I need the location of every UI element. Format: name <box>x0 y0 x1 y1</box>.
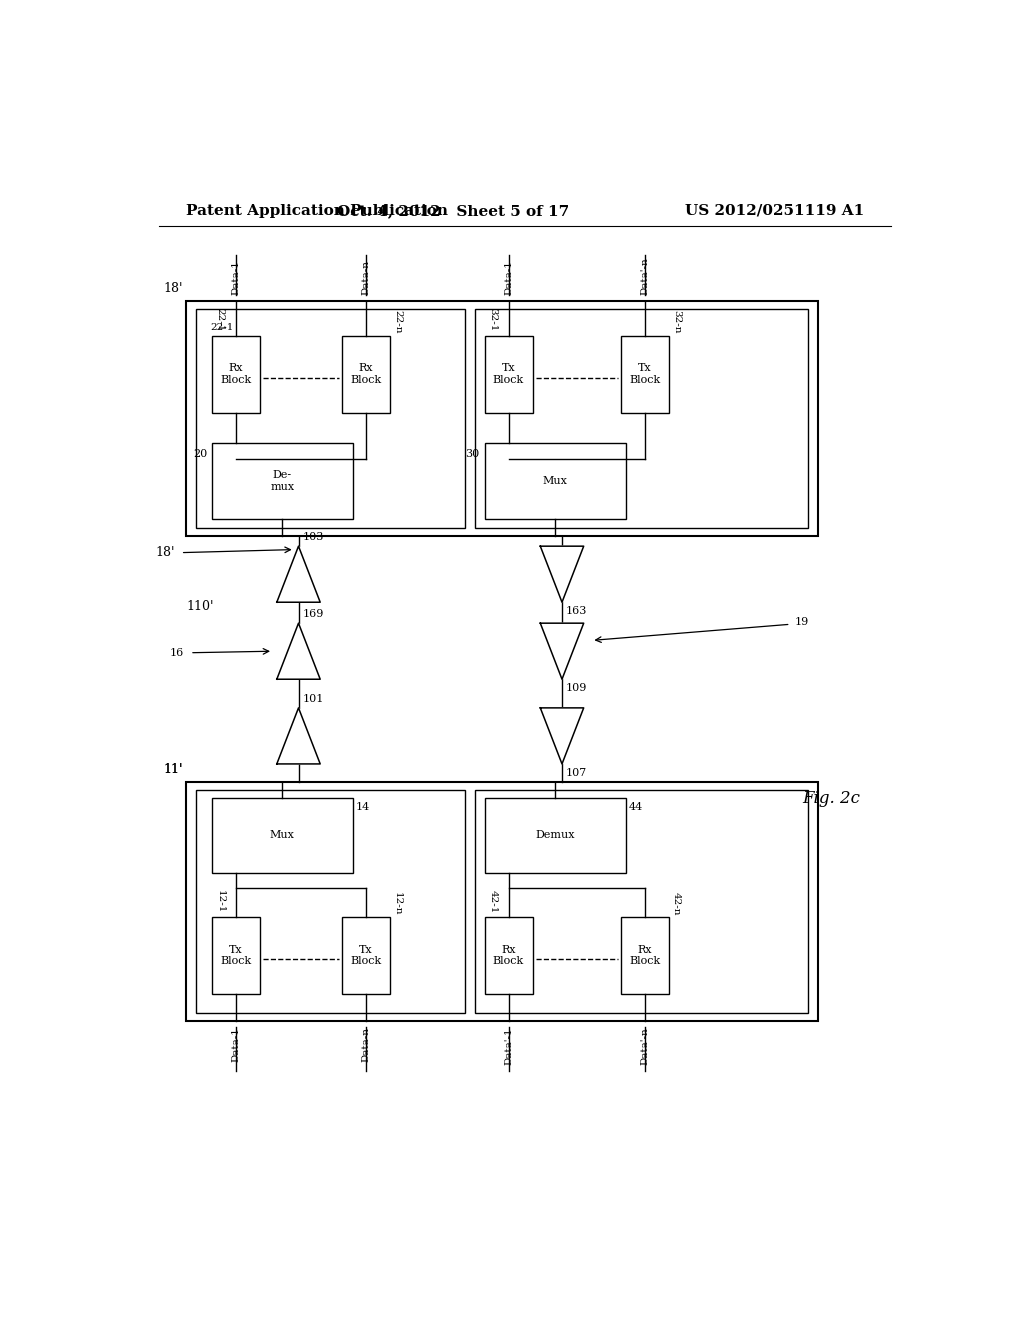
Text: 169: 169 <box>302 610 324 619</box>
Bar <box>475 309 809 528</box>
Bar <box>212 797 352 873</box>
Text: Data-1: Data-1 <box>231 1027 241 1061</box>
Bar <box>484 797 626 873</box>
Bar <box>621 917 669 994</box>
Text: 101: 101 <box>302 694 324 704</box>
Text: Tx
Block: Tx Block <box>630 363 660 385</box>
Text: Demux: Demux <box>536 830 574 841</box>
Text: 44: 44 <box>629 803 643 812</box>
Text: 11': 11' <box>164 763 183 776</box>
Text: 18': 18' <box>155 546 174 560</box>
Bar <box>342 917 390 994</box>
Bar <box>342 335 390 412</box>
Text: 14: 14 <box>356 803 370 812</box>
Text: 22-n: 22-n <box>393 310 402 334</box>
Text: Data'-n: Data'-n <box>640 257 649 294</box>
Bar <box>484 917 532 994</box>
Text: Rx
Block: Rx Block <box>493 945 524 966</box>
Text: Rx
Block: Rx Block <box>630 945 660 966</box>
Bar <box>186 781 818 1020</box>
Bar <box>484 444 626 519</box>
Text: Patent Application Publication: Patent Application Publication <box>186 203 449 218</box>
Text: Mux: Mux <box>269 830 295 841</box>
Text: 42-n: 42-n <box>672 892 681 915</box>
Polygon shape <box>276 708 321 764</box>
Text: 16: 16 <box>170 648 183 657</box>
Text: 11': 11' <box>164 763 183 776</box>
Bar <box>484 335 532 412</box>
Polygon shape <box>541 623 584 680</box>
Polygon shape <box>541 546 584 602</box>
Bar <box>621 335 669 412</box>
Text: Tx
Block: Tx Block <box>220 945 251 966</box>
Text: 22-1: 22-1 <box>210 323 233 333</box>
Text: Data-n: Data-n <box>361 260 371 294</box>
Bar <box>475 789 809 1014</box>
Text: 42-1: 42-1 <box>488 890 498 913</box>
Polygon shape <box>276 623 321 680</box>
Text: Data-n: Data-n <box>361 1027 371 1063</box>
Text: Tx
Block: Tx Block <box>493 363 524 385</box>
Text: 163: 163 <box>566 606 587 616</box>
Text: Rx
Block: Rx Block <box>220 363 251 385</box>
Text: 32-n: 32-n <box>672 310 681 334</box>
Text: 103: 103 <box>302 532 324 543</box>
Text: 12-n: 12-n <box>393 892 402 915</box>
Text: 32-1: 32-1 <box>488 309 498 331</box>
Text: US 2012/0251119 A1: US 2012/0251119 A1 <box>685 203 864 218</box>
Text: 30: 30 <box>466 449 480 459</box>
Bar <box>212 917 260 994</box>
Text: Data'-1: Data'-1 <box>504 1027 513 1065</box>
Bar <box>212 444 352 519</box>
Text: 107: 107 <box>566 768 587 777</box>
Text: 22-1: 22-1 <box>216 309 224 331</box>
Text: Rx
Block: Rx Block <box>350 363 382 385</box>
Text: 18': 18' <box>164 281 183 294</box>
Polygon shape <box>541 708 584 764</box>
Bar <box>197 789 465 1014</box>
Bar <box>197 309 465 528</box>
Text: Data-1: Data-1 <box>504 260 513 294</box>
Bar <box>186 301 818 536</box>
Text: Tx
Block: Tx Block <box>350 945 382 966</box>
Text: Oct. 4, 2012   Sheet 5 of 17: Oct. 4, 2012 Sheet 5 of 17 <box>337 203 569 218</box>
Text: De-
mux: De- mux <box>270 470 294 492</box>
Bar <box>212 335 260 412</box>
Text: 20: 20 <box>193 449 207 459</box>
Polygon shape <box>276 546 321 602</box>
Text: 12-1: 12-1 <box>216 890 224 913</box>
Text: Data-1: Data-1 <box>231 260 241 294</box>
Text: 19: 19 <box>795 616 809 627</box>
Text: 109: 109 <box>566 682 587 693</box>
Text: Fig. 2c: Fig. 2c <box>802 789 860 807</box>
Text: 110': 110' <box>186 599 214 612</box>
Text: Mux: Mux <box>543 477 567 486</box>
Text: Data'-n: Data'-n <box>640 1027 649 1065</box>
